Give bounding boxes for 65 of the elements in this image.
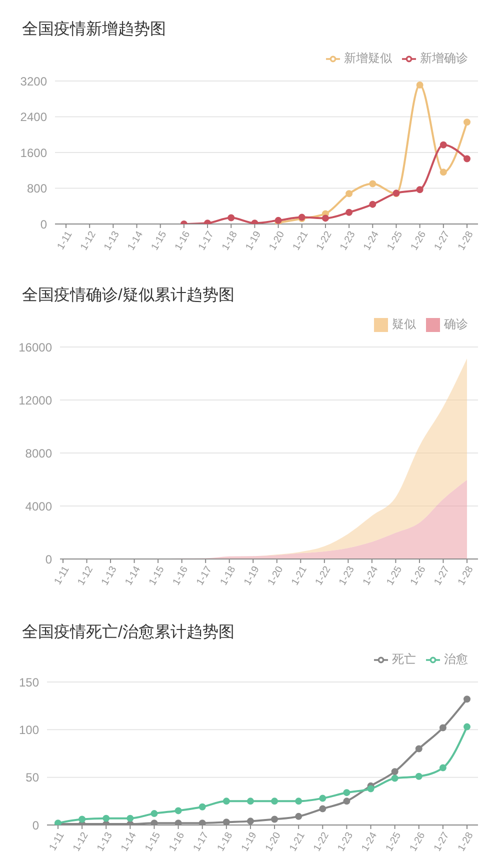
point <box>346 190 353 198</box>
point <box>222 798 230 805</box>
point <box>295 798 302 805</box>
point <box>439 764 446 772</box>
point <box>391 768 398 776</box>
point <box>346 208 353 216</box>
point <box>343 798 350 805</box>
point <box>174 820 182 825</box>
point <box>222 818 230 825</box>
point <box>322 214 329 222</box>
point <box>367 785 374 792</box>
point <box>439 724 446 732</box>
legend-label: 新增疑似 <box>344 51 392 65</box>
point <box>440 168 447 176</box>
legend-label: 治愈 <box>444 652 468 666</box>
point <box>174 807 182 814</box>
point <box>78 816 86 823</box>
y-tick-label: 1600 <box>20 146 48 160</box>
y-tick-label: 0 <box>45 552 52 566</box>
point <box>246 798 254 805</box>
chart-title: 全国疫情确诊/疑似累计趋势图 <box>22 286 234 306</box>
y-tick-label: 2400 <box>20 110 48 124</box>
point <box>271 798 278 805</box>
legend-label: 死亡 <box>392 652 416 666</box>
point <box>126 814 134 822</box>
point <box>415 772 422 780</box>
point <box>246 818 254 825</box>
point <box>369 180 376 188</box>
y-tick-label: 150 <box>18 675 40 690</box>
point <box>102 814 110 822</box>
point <box>416 186 424 194</box>
point <box>198 803 206 810</box>
y-tick-label: 8000 <box>25 446 52 460</box>
chart-title: 全国疫情死亡/治愈累计趋势图 <box>22 623 234 643</box>
point <box>198 820 206 825</box>
point <box>150 820 158 825</box>
chart-title: 全国疫情新增趋势图 <box>22 20 166 40</box>
point <box>319 805 326 812</box>
y-tick-label: 3200 <box>20 74 48 88</box>
y-tick-label: 100 <box>18 722 40 737</box>
point <box>319 794 326 802</box>
point <box>369 200 376 208</box>
point <box>295 812 302 820</box>
y-tick-label: 0 <box>32 818 40 832</box>
point <box>464 155 470 162</box>
point <box>391 774 398 782</box>
legend-label: 新增确诊 <box>420 51 468 65</box>
y-tick-label: 16000 <box>18 340 52 354</box>
y-tick-label: 800 <box>26 182 48 196</box>
point <box>464 118 470 126</box>
point <box>271 816 278 823</box>
point <box>440 141 447 148</box>
y-tick-label: 12000 <box>18 393 52 408</box>
legend-label: 疑似 <box>392 317 416 331</box>
point <box>228 214 235 222</box>
point <box>415 745 422 752</box>
y-tick-label: 50 <box>26 770 40 785</box>
point <box>343 789 350 796</box>
point <box>464 723 470 730</box>
legend-label: 确诊 <box>444 317 468 331</box>
point <box>416 82 424 89</box>
y-tick-label: 0 <box>40 217 48 232</box>
point <box>464 696 470 703</box>
point <box>150 810 158 818</box>
y-tick-label: 4000 <box>25 499 52 514</box>
